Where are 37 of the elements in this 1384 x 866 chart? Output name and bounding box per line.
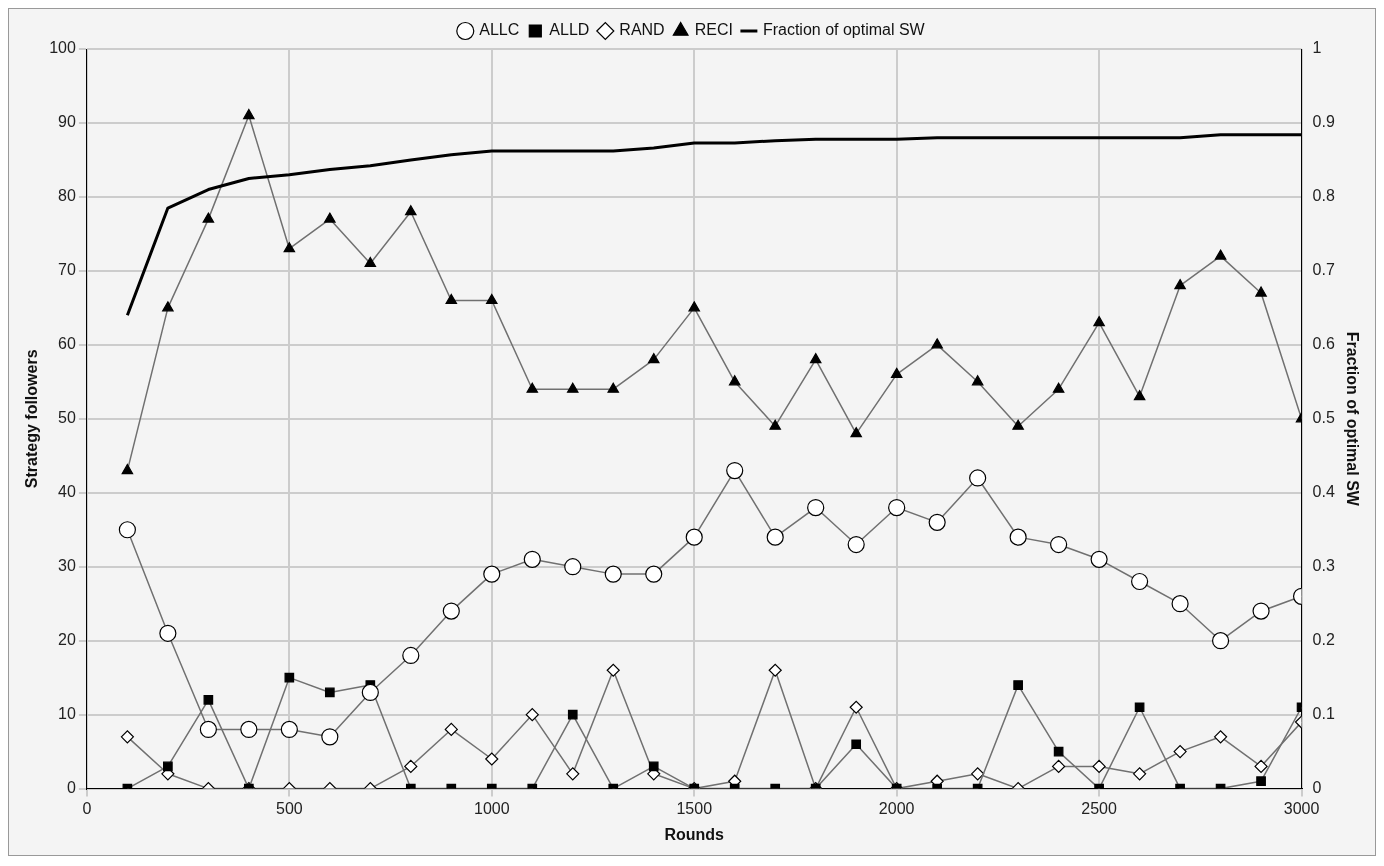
y-tick-label: 40 xyxy=(58,483,76,501)
y2-tick-label: 0.3 xyxy=(1312,557,1335,575)
y-tick-label: 60 xyxy=(58,335,76,353)
y2-tick-label: 0.1 xyxy=(1312,705,1335,723)
y2-tick-label: 1 xyxy=(1312,39,1322,57)
y-tick-label: 0 xyxy=(66,779,76,797)
x-tick-label: 2000 xyxy=(878,799,915,817)
x-tick-label: 0 xyxy=(82,799,92,817)
y2-tick-label: 0.4 xyxy=(1312,483,1335,501)
y-tick-label: 70 xyxy=(58,261,76,279)
x-tick-label: 500 xyxy=(275,799,303,817)
y2-tick-label: 0.7 xyxy=(1312,261,1335,279)
y2-tick-label: 0.9 xyxy=(1312,113,1335,131)
y-tick-label: 10 xyxy=(58,705,76,723)
y-tick-label: 20 xyxy=(58,631,76,649)
y2-tick-label: 0.2 xyxy=(1312,631,1335,649)
x-axis-title: Rounds xyxy=(664,825,725,843)
y-tick-label: 90 xyxy=(58,113,76,131)
y-axis-title: Strategy followers xyxy=(23,349,41,489)
x-tick-label: 3000 xyxy=(1283,799,1320,817)
y-tick-label: 100 xyxy=(49,39,76,57)
legend-label: ALLD xyxy=(549,21,590,39)
y-tick-label: 30 xyxy=(58,557,76,575)
y2-axis-title: Fraction of optimal SW xyxy=(1343,331,1361,507)
legend-label: RAND xyxy=(619,21,665,39)
x-tick-label: 1500 xyxy=(676,799,713,817)
x-tick-label: 1000 xyxy=(473,799,510,817)
legend-label: Fraction of optimal SW xyxy=(762,21,926,39)
legend-label: RECI xyxy=(694,21,733,39)
y-tick-label: 50 xyxy=(58,409,76,427)
y2-tick-label: 0 xyxy=(1312,779,1322,797)
x-tick-label: 2500 xyxy=(1081,799,1118,817)
legend-label: ALLC xyxy=(479,21,520,39)
y2-tick-label: 0.6 xyxy=(1312,335,1335,353)
y-tick-label: 80 xyxy=(58,187,76,205)
y2-tick-label: 0.8 xyxy=(1312,187,1335,205)
y2-tick-label: 0.5 xyxy=(1312,409,1335,427)
